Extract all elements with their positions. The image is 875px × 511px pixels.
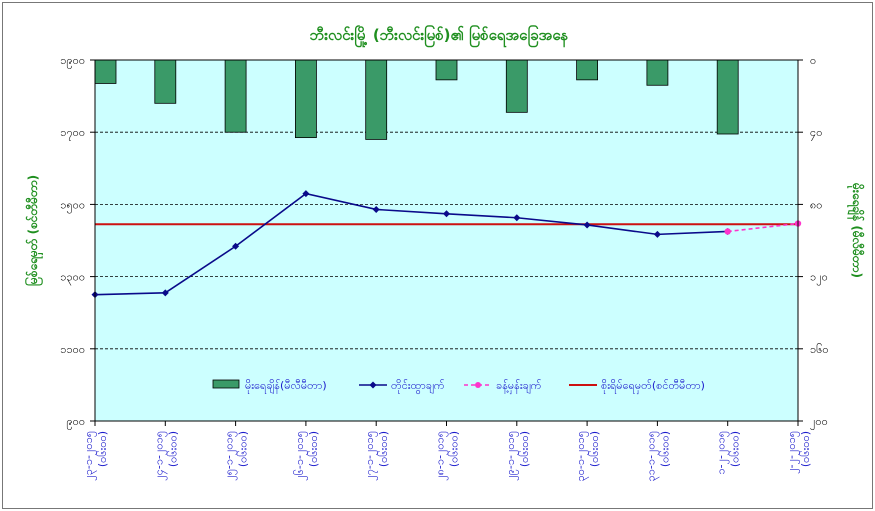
x-tick-label: ၃၁-၁-၂၀၁၅ (၀၆း၀၀) <box>644 431 671 481</box>
x-tick-date: ၂၆-၁-၂၀၁၅ <box>293 431 308 481</box>
rainfall-bar <box>505 59 528 113</box>
observed-point <box>443 210 450 218</box>
left-tick-labels: ၉၀၀ ၁၁၀၀ ၁၃၀၀ ၁၅၀၀ ၁၇၀၀ ၁၉၀၀ <box>60 54 85 430</box>
rainfall-bar <box>576 59 598 81</box>
axes <box>90 59 803 426</box>
x-tick-date: ၂၃-၁-၂၀၁၅ <box>82 431 97 481</box>
observed-point <box>372 205 380 213</box>
x-tick-date: ၂၄-၁-၂၀၁၅ <box>152 431 167 481</box>
x-tick-date: ၂၉-၁-၂၀၁၅ <box>504 431 519 481</box>
x-tick-time: (၀၆း၀၀) <box>588 431 601 467</box>
x-tick-date: ၃၁-၁-၂၀၁၅ <box>644 431 659 481</box>
observed-point <box>513 214 521 222</box>
x-tick-time: (၀၆း၀၀) <box>658 431 671 467</box>
x-tick-time: (၀၆း၀၀) <box>96 431 109 467</box>
left-tick-label: ၉၀၀ <box>66 415 85 430</box>
rainfall-bar <box>365 59 388 140</box>
left-tick-label: ၁၃၀၀ <box>60 271 85 286</box>
right-tick-label: ၁၆၀ <box>810 343 829 356</box>
x-tick-date: ၂၅-၁-၂၀၁၅ <box>223 431 238 481</box>
legend-label: မိုးရေချိန်(မီလီမီတာ) <box>245 379 327 394</box>
x-tick-date: ၁-၂-၂၀၁၅ <box>715 431 730 475</box>
x-tick-time: (၀၆း၀၀) <box>799 431 812 467</box>
x-tick-label: ၂၅-၁-၂၀၁၅ (၀၆း၀၀) <box>223 431 250 481</box>
legend-label: စိုးရိမ်ရေမှတ်(စင်တီမီတာ) <box>601 379 705 394</box>
legend-item: စိုးရိမ်ရေမှတ်(စင်တီမီတာ) <box>569 379 705 394</box>
x-tick-time: (၀၆း၀၀) <box>166 431 179 467</box>
left-tick-label: ၁၅၀၀ <box>60 198 85 213</box>
x-tick-time: (၀၆း၀၀) <box>729 431 742 467</box>
x-tick-time: (၀၆း၀၀) <box>377 431 390 467</box>
rainfall-bar <box>94 59 117 84</box>
chart-title: ဘီးလင်းမြို့ (ဘီးလင်းမြစ်)၏ မြစ်ရေအခြေအန… <box>310 24 569 48</box>
x-tick-labels: ၂၃-၁-၂၀၁၅ (၀၆း၀၀) ၂၄-၁-၂၀၁၅ (၀၆း၀၀) ၂၅-၁-၂၀၁… <box>82 431 812 481</box>
rainfall-bar <box>224 59 247 133</box>
right-tick-label: ၂၀၀ <box>810 415 828 430</box>
x-tick-label: ၃၀-၁-၂၀၁၅ (၀၆း၀၀) <box>574 431 601 481</box>
x-tick-date: ၂၈-၁-၂၀၁၅ <box>434 431 449 481</box>
legend-item: တိုင်းထွာချက် <box>359 379 445 394</box>
left-tick-label: ၁၇၀၀ <box>60 126 85 141</box>
x-tick-time: (၀၆း၀၀) <box>307 431 320 467</box>
observed-point <box>583 221 591 229</box>
x-tick-label: ၂၆-၁-၂၀၁၅ (၀၆း၀၀) <box>293 431 320 481</box>
legend-label: တိုင်းထွာချက် <box>391 379 445 394</box>
chart-svg: ဘီးလင်းမြို့ (ဘီးလင်းမြစ်)၏ မြစ်ရေအခြေအန… <box>23 24 866 481</box>
legend-item: ခန့်မှန်းချက် <box>464 379 542 394</box>
legend: မိုးရေချိန်(မီလီမီတာ) တိုင်းထွာချက် ခန့်မှ… <box>212 379 705 394</box>
rainfall-bar <box>646 59 669 86</box>
legend-marker <box>475 382 481 388</box>
x-tick-time: (၀၆း၀၀) <box>237 431 250 467</box>
x-tick-label: ၁-၂-၂၀၁၅ (၀၆း၀၀) <box>715 431 742 475</box>
right-tick-label: ၄၀ <box>810 126 822 141</box>
x-tick-date: ၂-၂-၂၀၁၅ <box>785 431 800 474</box>
x-tick-time: (၀၆း၀၀) <box>448 431 461 467</box>
forecast-point <box>724 228 731 235</box>
observed-point <box>653 230 661 238</box>
rainfall-bar <box>294 59 317 139</box>
observed-point <box>232 242 240 250</box>
right-tick-label: ၁၂၀ <box>810 271 828 286</box>
level-lines <box>91 190 802 299</box>
x-tick-time: (၀၆း၀၀) <box>518 431 531 467</box>
x-tick-label: ၂၉-၁-၂၀၁၅ (၀၆း၀၀) <box>504 431 531 481</box>
rainfall-bar <box>154 59 177 104</box>
x-tick-label: ၂၇-၁-၂၀၁၅ (၀၆း၀၀) <box>363 431 390 481</box>
legend-label: ခန့်မှန်းချက် <box>496 379 542 394</box>
rainfall-bar <box>716 59 739 135</box>
legend-item: မိုးရေချိန်(မီလီမီတာ) <box>212 379 327 394</box>
legend-marker <box>369 381 377 389</box>
x-tick-label: ၂-၂-၂၀၁၅ (၀၆း၀၀) <box>785 431 812 474</box>
right-axis-label: မိုးရေချိန် (မီလီမီတာ) <box>846 182 866 278</box>
left-tick-label: ၁၉၀၀ <box>60 54 85 69</box>
x-tick-label: ၂၄-၁-၂၀၁၅ (၀၆း၀၀) <box>152 431 179 481</box>
rainfall-bar <box>435 59 458 81</box>
x-tick-label: ၂၈-၁-၂၀၁၅ (၀၆း၀၀) <box>434 431 461 481</box>
forecast-line <box>727 222 799 233</box>
observed-point <box>302 190 310 198</box>
x-tick-label: ၂၃-၁-၂၀၁၅ (၀၆း၀၀) <box>82 431 109 481</box>
left-axis-label: မြစ်ရေမှတ် (စင်တီမီတာ) <box>23 175 44 286</box>
right-tick-label: ၀ <box>810 54 816 67</box>
x-tick-date: ၂၇-၁-၂၀၁၅ <box>363 431 378 481</box>
left-tick-label: ၁၁၀၀ <box>60 343 85 356</box>
x-tick-date: ၃၀-၁-၂၀၁၅ <box>574 431 589 481</box>
legend-swatch <box>212 379 240 389</box>
observed-line <box>94 192 728 296</box>
grid-lines <box>95 131 798 350</box>
right-tick-label: ၈၀ <box>810 198 822 211</box>
plot-area <box>95 60 798 421</box>
observed-point <box>161 289 169 297</box>
